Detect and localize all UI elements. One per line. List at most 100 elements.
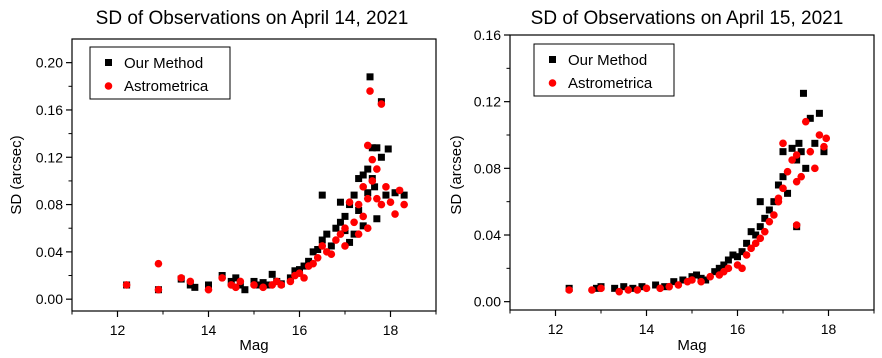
point-astrometrica (336, 230, 345, 238)
point-astrometrica (341, 224, 349, 233)
legend-marker-astrometrica (548, 79, 557, 87)
point-astrometrica (624, 286, 633, 294)
legend-marker-our-method (549, 56, 556, 63)
chart-title: SD of Observations on April 15, 2021 (531, 8, 844, 29)
point-our-method (359, 222, 367, 230)
point-astrometrica (642, 284, 651, 293)
point-our-method (711, 268, 719, 276)
point-astrometrica (368, 155, 377, 164)
point-astrometrica (122, 281, 131, 289)
point-our-method (774, 181, 782, 189)
point-astrometrica (400, 200, 408, 209)
point-astrometrica (363, 141, 372, 150)
point-astrometrica (318, 242, 327, 250)
point-astrometrica (697, 277, 705, 286)
y-tick-label: 0.08 (36, 197, 63, 213)
y-tick-label: 0.04 (36, 244, 63, 260)
legend-label-astrometrica: Astrometrica (568, 75, 653, 92)
point-our-method (341, 212, 349, 220)
point-astrometrica (345, 198, 354, 206)
y-tick-label: 0.20 (36, 55, 63, 71)
point-astrometrica (350, 218, 358, 227)
point-astrometrica (797, 172, 805, 181)
point-astrometrica (674, 281, 683, 289)
point-astrometrica (751, 239, 760, 248)
x-ticks: 12 14 16 18 (71, 311, 437, 338)
x-tick-label: 12 (110, 322, 126, 338)
point-our-method (355, 175, 363, 183)
point-astrometrica (277, 281, 286, 289)
point-our-method (305, 257, 313, 265)
point-astrometrica (822, 134, 831, 143)
y-axis-label: SD (arcsec) (448, 135, 465, 214)
point-our-method (629, 284, 637, 292)
point-astrometrica (386, 198, 395, 206)
x-tick-label: 12 (548, 321, 564, 337)
point-astrometrica (382, 183, 390, 191)
point-our-method (652, 281, 660, 289)
point-our-method (264, 281, 272, 289)
point-our-method (373, 144, 381, 152)
point-astrometrica (373, 165, 381, 173)
point-our-method (205, 281, 212, 289)
point-our-method (327, 242, 335, 250)
point-astrometrica (656, 284, 664, 293)
point-our-method (620, 283, 628, 291)
x-tick-label: 16 (730, 321, 746, 337)
point-astrometrica (373, 194, 381, 203)
point-astrometrica (359, 212, 368, 221)
point-our-method (364, 165, 372, 173)
point-our-method (693, 271, 701, 279)
legend-label-our-method: Our Method (124, 55, 203, 72)
point-astrometrica (774, 194, 783, 203)
point-astrometrica (756, 234, 765, 243)
point-astrometrica (327, 250, 336, 259)
point-astrometrica (792, 151, 801, 159)
point-astrometrica (788, 156, 796, 164)
point-astrometrica (615, 287, 623, 296)
point-astrometrica (688, 276, 696, 284)
point-astrometrica (815, 131, 824, 139)
x-tick-label: 18 (383, 322, 399, 338)
y-tick-label: 0.16 (36, 102, 63, 118)
point-astrometrica (204, 285, 213, 294)
legend-label-astrometrica: Astrometrica (124, 78, 209, 95)
y-tick-label: 0.04 (474, 227, 501, 243)
chart-title: SD of Observations on April 14, 2021 (96, 8, 409, 29)
point-astrometrica (765, 217, 774, 226)
legend-box (533, 43, 675, 97)
point-our-method (611, 284, 619, 292)
point-astrometrica (154, 285, 163, 294)
point-astrometrica (363, 224, 372, 233)
point-astrometrica (186, 277, 195, 286)
point-our-method (373, 215, 381, 223)
point-our-method (738, 248, 746, 256)
point-astrometrica (588, 286, 596, 294)
point-astrometrica (665, 282, 674, 291)
data-marks (122, 73, 408, 294)
point-astrometrica (801, 117, 810, 126)
point-astrometrica (633, 286, 642, 294)
point-our-method (743, 239, 751, 247)
point-our-method (729, 251, 737, 259)
point-our-method (679, 276, 687, 284)
point-our-method (592, 284, 600, 292)
x-tick-label: 14 (201, 322, 217, 338)
point-our-method (366, 73, 374, 81)
point-our-method (799, 89, 807, 97)
legend: Our Method Astrometrica (533, 43, 675, 97)
legend: Our Method Astrometrica (89, 46, 231, 100)
point-our-method (779, 148, 787, 156)
point-our-method (336, 198, 344, 206)
point-astrometrica (783, 167, 792, 176)
point-astrometrica (250, 281, 258, 289)
point-our-method (747, 228, 755, 236)
y-tick-label: 0.12 (36, 149, 63, 165)
point-astrometrica (177, 274, 185, 282)
point-our-method (802, 164, 810, 172)
point-our-method (670, 278, 678, 286)
x-axis-label: Mag (239, 337, 268, 354)
point-astrometrica (391, 210, 399, 218)
point-astrometrica (565, 286, 573, 294)
